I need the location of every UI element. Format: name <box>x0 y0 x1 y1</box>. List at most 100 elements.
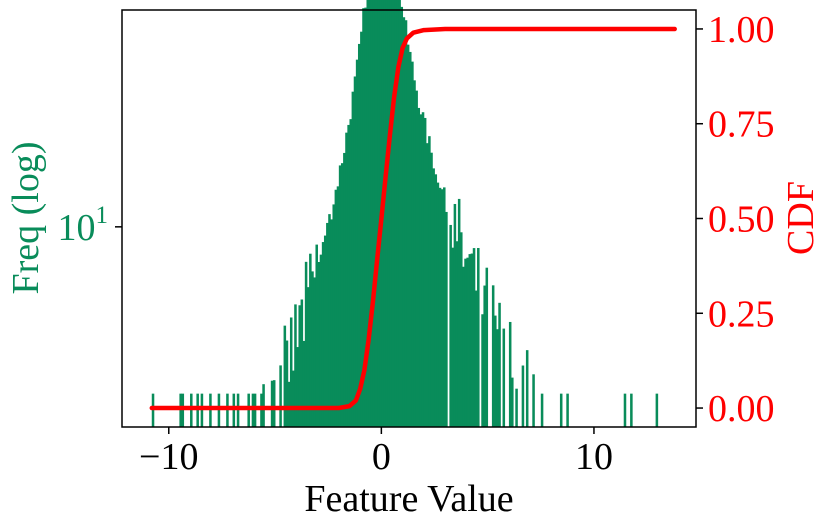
histogram-bar <box>470 253 474 427</box>
right-axis-title: CDF <box>780 181 822 255</box>
histogram-bar <box>466 257 469 427</box>
right-tick-label: 0.50 <box>708 199 775 241</box>
histogram-bar <box>294 304 297 427</box>
histogram-bar <box>151 393 155 427</box>
histogram-bar <box>540 393 544 427</box>
histogram-bar <box>451 247 455 427</box>
histogram-bar <box>285 340 289 427</box>
histogram-bar <box>383 0 387 428</box>
histogram-bar <box>398 0 401 428</box>
histogram-bar <box>438 187 442 427</box>
histogram-bar <box>209 393 212 427</box>
right-tick-label: 0.00 <box>708 388 775 430</box>
right-axis-ticks: 0.00 0.25 0.50 0.75 1.00 <box>696 9 775 430</box>
x-tick-label: 10 <box>575 436 613 478</box>
histogram-bar <box>462 266 465 427</box>
histogram-bar <box>460 232 463 427</box>
histogram-bar <box>409 51 412 427</box>
histogram-bar <box>496 329 499 427</box>
histogram-bar <box>302 340 306 427</box>
right-tick-label: 0.25 <box>708 293 775 335</box>
histogram-bar <box>370 0 374 428</box>
histogram-bar <box>366 0 370 427</box>
histogram-bar <box>181 393 185 427</box>
left-tick-label: 101 <box>58 202 109 249</box>
histogram-bar <box>226 393 229 427</box>
histogram-bar <box>200 393 204 427</box>
histogram-bar <box>353 76 357 427</box>
histogram-bar <box>340 163 344 428</box>
histogram-bar <box>232 393 236 427</box>
histogram-bar <box>428 136 431 428</box>
x-tick-label: 0 <box>372 436 391 478</box>
histogram-bar <box>321 242 325 427</box>
histogram-bar <box>190 393 193 427</box>
histogram-bar <box>432 168 435 427</box>
histogram-bar <box>368 0 372 428</box>
histogram-bar <box>300 299 304 427</box>
histogram-bar <box>623 393 627 427</box>
histogram-bar <box>196 393 199 427</box>
histogram-bar <box>270 380 274 427</box>
histogram-bar <box>283 325 287 427</box>
histogram-bar <box>296 347 299 427</box>
histogram-bar <box>362 8 365 427</box>
histogram-bar <box>315 244 318 427</box>
histogram-bar <box>298 305 301 427</box>
histogram-bar <box>236 393 240 427</box>
histogram-bar <box>419 114 423 427</box>
histogram-bar <box>411 61 414 427</box>
histogram-bar <box>515 388 518 427</box>
histogram-bar <box>351 91 355 428</box>
histogram-bar <box>251 393 255 427</box>
histogram-bar <box>421 112 425 427</box>
histogram-bar <box>457 198 461 427</box>
histogram-bar <box>455 241 459 427</box>
histogram-bar <box>443 187 446 427</box>
histogram-bar <box>349 119 352 428</box>
histogram-bar <box>394 0 397 427</box>
left-axis-title: Freq (log) <box>5 141 47 294</box>
right-tick-label: 0.75 <box>708 104 775 146</box>
cdf-line <box>149 26 677 411</box>
histogram-bar <box>262 384 265 427</box>
histogram-bar <box>483 285 486 427</box>
histogram-bar <box>328 214 331 427</box>
histogram-bar <box>630 393 633 427</box>
histogram-bar <box>559 393 563 427</box>
histogram-bar <box>345 132 348 427</box>
histogram-bar <box>655 393 659 427</box>
histogram-bar <box>494 315 497 427</box>
histogram-bar <box>445 211 448 427</box>
histogram-bar <box>292 370 295 427</box>
histogram-bar <box>477 247 480 427</box>
histogram-bar <box>423 117 427 428</box>
histogram-bar <box>332 204 335 427</box>
histogram-bar <box>472 248 476 427</box>
histogram-bar <box>357 43 361 428</box>
histogram-bar <box>468 254 472 427</box>
histogram-bar <box>430 152 433 427</box>
histogram-bar <box>402 17 406 427</box>
histogram-bar <box>406 44 410 428</box>
histogram-bar <box>330 219 333 427</box>
histogram-bar <box>364 7 367 428</box>
histogram-bar <box>319 254 323 427</box>
histogram-bar <box>396 0 399 427</box>
histogram-bar <box>279 365 282 427</box>
histogram-bar <box>449 224 452 427</box>
histogram-bar <box>311 271 314 427</box>
histogram-bar <box>511 377 514 427</box>
histogram-bar <box>260 393 263 427</box>
histogram-bar <box>304 261 308 427</box>
histogram-bar <box>417 107 421 428</box>
histogram-bar <box>404 20 408 427</box>
histogram-bar <box>474 290 478 427</box>
histogram-bar <box>217 393 221 427</box>
histogram-bar <box>272 380 276 427</box>
histogram-bar <box>336 186 340 427</box>
histogram-bar <box>334 189 338 427</box>
histogram-bar <box>453 203 457 427</box>
histogram-bar <box>566 393 569 427</box>
histogram-bar <box>253 393 257 427</box>
